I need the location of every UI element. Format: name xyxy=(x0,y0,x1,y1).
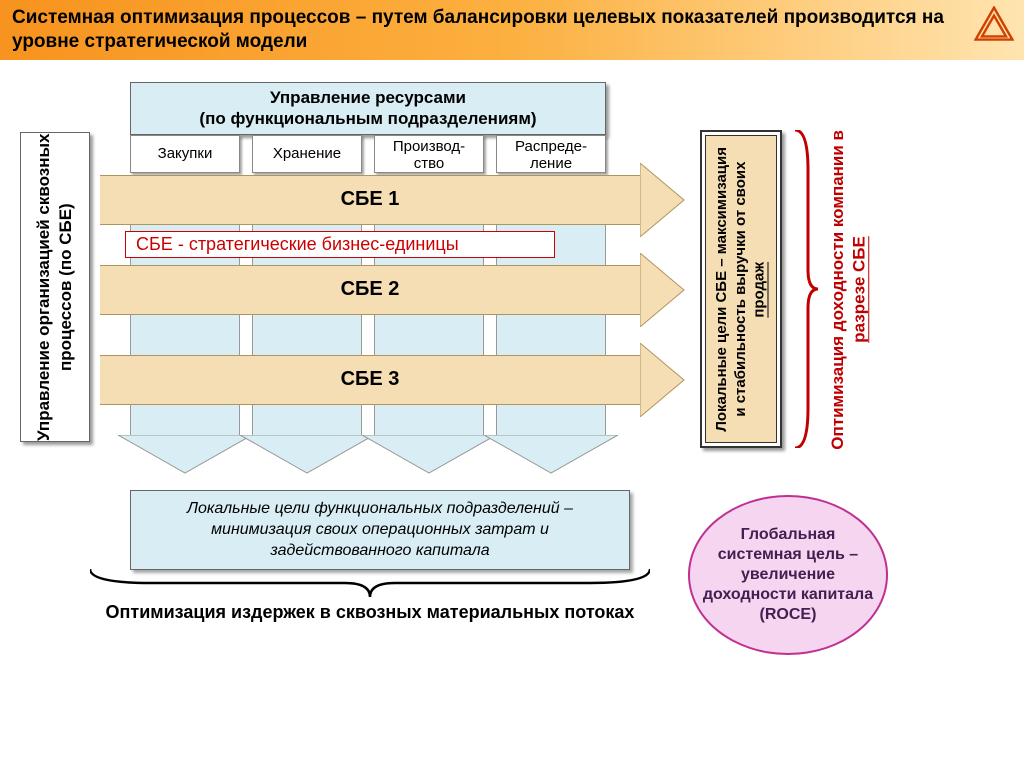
sbe-label-1: СБЕ 1 xyxy=(100,188,640,211)
left-vertical-label: Управление организацией сквозных процесс… xyxy=(33,133,77,441)
func-box-0: Закупки xyxy=(130,135,240,173)
resource-mgmt-box: Управление ресурсами (по функциональным … xyxy=(130,82,606,135)
func-label-2b: ство xyxy=(375,156,483,173)
func-label-1: Хранение xyxy=(273,146,341,163)
sbe-tip-2 xyxy=(640,253,686,327)
penrose-logo-icon xyxy=(974,6,1014,42)
func-box-1: Хранение xyxy=(252,135,362,173)
right-box-l3: продаж xyxy=(750,261,767,317)
sbe-arrow-3: СБЕ 3 xyxy=(100,355,640,405)
func-label-2a: Производ- xyxy=(375,139,483,156)
left-vertical-box: Управление организацией сквозных процесс… xyxy=(20,132,90,442)
right-brace-icon xyxy=(790,130,820,448)
right-outer-label-wrap: Оптимизация доходности компании в разрез… xyxy=(825,120,871,460)
bottom-brace-icon xyxy=(90,565,650,599)
func-box-2: Производ- ство xyxy=(374,135,484,173)
down-tip-3 xyxy=(484,435,618,475)
sbe-label-2: СБЕ 2 xyxy=(100,278,640,301)
down-tip-2 xyxy=(362,435,496,475)
right-outer-l2: разрезе СБЕ xyxy=(849,237,868,344)
right-outer-l1: Оптимизация доходности компании в xyxy=(828,130,847,450)
sbe-definition-box: СБЕ - стратегические бизнес-единицы xyxy=(125,231,555,258)
right-vertical-inner: Локальные цели СБЕ – максимизация и стаб… xyxy=(705,135,777,443)
sbe-tip-3 xyxy=(640,343,686,417)
right-box-l1: Локальные цели СБЕ – максимизация xyxy=(713,147,730,432)
down-tip-1 xyxy=(240,435,374,475)
sbe-tip-1 xyxy=(640,163,686,237)
global-goal-text: Глобальная системная цель – увеличение д… xyxy=(700,525,876,625)
func-label-3a: Распреде- xyxy=(497,139,605,156)
right-box-l2: и стабильность выручки от своих xyxy=(732,161,749,416)
resource-mgmt-line2: (по функциональным подразделениям) xyxy=(131,108,605,129)
right-vertical-outer: Локальные цели СБЕ – максимизация и стаб… xyxy=(700,130,782,448)
func-box-3: Распреде- ление xyxy=(496,135,606,173)
func-label-3b: ление xyxy=(497,156,605,173)
down-tip-0 xyxy=(118,435,252,475)
bottom-label: Оптимизация издержек в сквозных материал… xyxy=(90,602,650,623)
sbe-label-3: СБЕ 3 xyxy=(100,368,640,391)
global-goal-oval: Глобальная системная цель – увеличение д… xyxy=(688,495,888,655)
func-label-0: Закупки xyxy=(158,146,213,163)
bottom-goals-box: Локальные цели функциональных подразделе… xyxy=(130,490,630,570)
sbe-arrow-2: СБЕ 2 xyxy=(100,265,640,315)
page-title: Системная оптимизация процессов – путем … xyxy=(0,0,1024,60)
sbe-arrow-1: СБЕ 1 xyxy=(100,175,640,225)
resource-mgmt-line1: Управление ресурсами xyxy=(131,87,605,108)
